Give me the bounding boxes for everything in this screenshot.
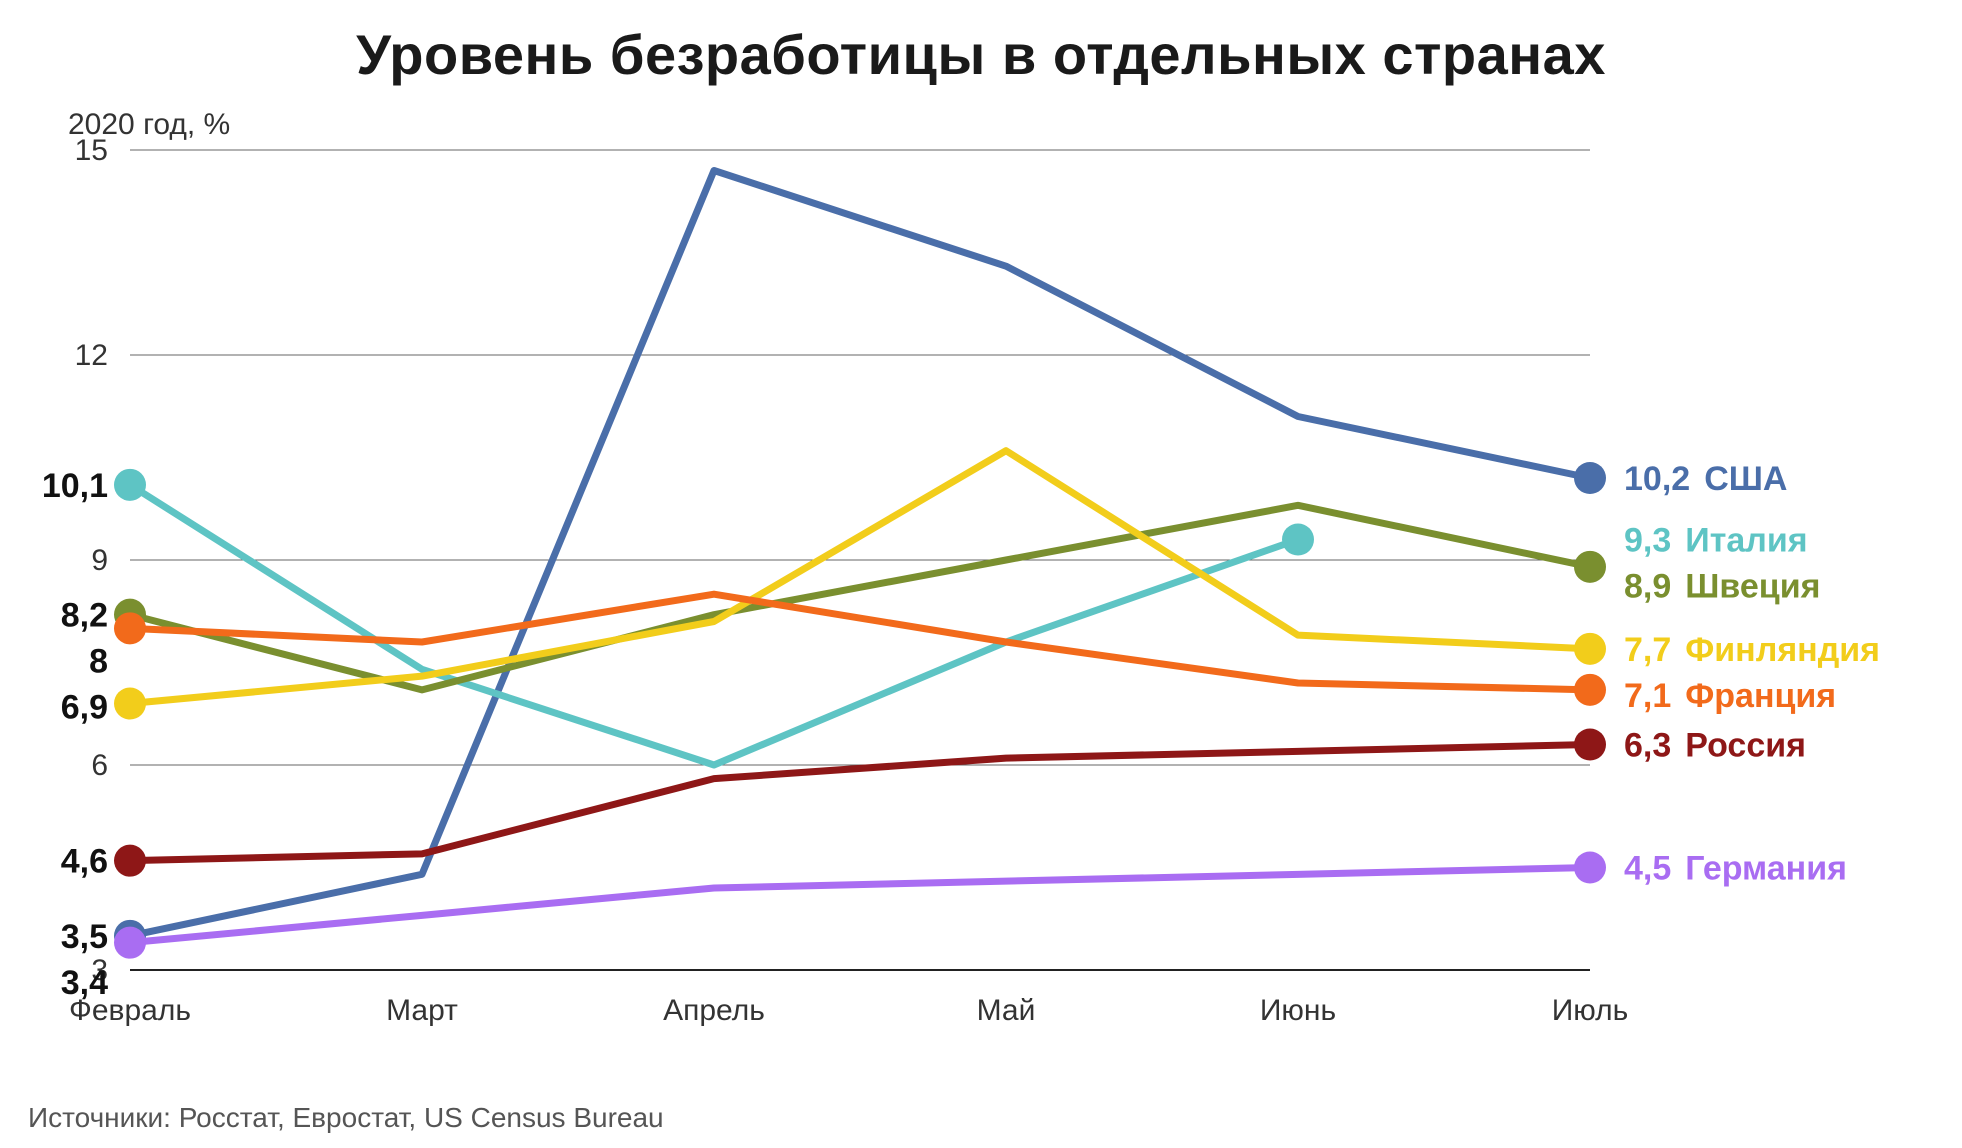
x-tick-label: Апрель [663,994,765,1027]
series-start-label: 3,4 [61,964,108,1002]
series-end-marker [1282,524,1314,556]
series-end-marker [1574,674,1606,706]
series-end-marker [1574,462,1606,494]
series-start-marker [114,688,146,720]
series-start-marker [114,927,146,959]
series-end-label: 7,1Франция [1624,677,1836,715]
series-end-label: 4,5Германия [1624,850,1847,888]
series-line [130,451,1590,704]
chart-footer: Источники: Росстат, Евростат, US Census … [28,1102,664,1134]
series-start-label: 8,2 [61,597,108,635]
series-line [130,868,1590,943]
x-tick-label: Март [386,994,458,1027]
x-tick-label: Май [977,994,1036,1027]
y-tick-label: 6 [91,749,108,782]
series-end-label: 10,2США [1624,460,1787,498]
series-line [130,171,1590,936]
x-tick-label: Июль [1552,994,1629,1027]
series-start-label: 10,1 [42,467,108,505]
y-tick-label: 12 [75,339,108,372]
series-start-label: 3,5 [61,918,108,956]
series-end-label: 9,3Италия [1624,522,1808,560]
y-tick-label: 9 [91,544,108,577]
series-end-label: 8,9Швеция [1624,568,1820,606]
series-line [130,745,1590,861]
series-start-label: 4,6 [61,843,108,881]
series-start-marker [114,612,146,644]
series-start-label: 8 [89,643,108,681]
x-tick-label: Июнь [1260,994,1336,1027]
chart-subtitle: 2020 год, % [68,108,230,142]
line-chart: 3691215ФевральМартАпрельМайИюньИюль10,18… [0,0,1962,1148]
series-start-marker [114,845,146,877]
series-end-marker [1574,633,1606,665]
chart-title: Уровень безработицы в отдельных странах [0,22,1962,87]
series-end-marker [1574,729,1606,761]
series-start-marker [114,469,146,501]
series-end-marker [1574,852,1606,884]
series-end-label: 6,3Россия [1624,727,1806,765]
series-end-marker [1574,551,1606,583]
series-start-label: 6,9 [61,689,108,727]
series-end-label: 7,7Финляндия [1624,631,1880,669]
